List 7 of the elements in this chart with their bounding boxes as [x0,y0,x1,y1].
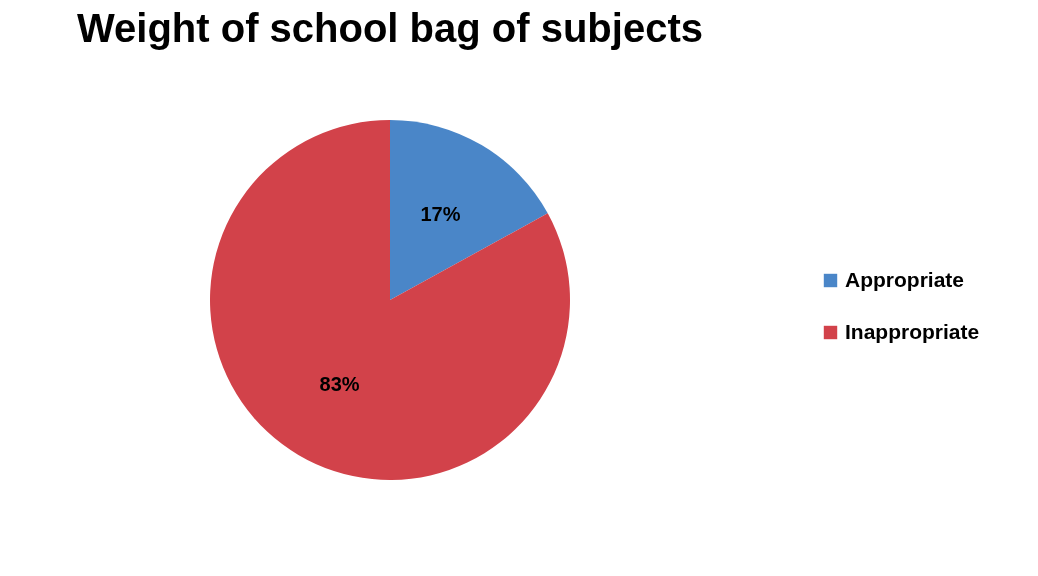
pie-slice [390,120,548,300]
data-label: 83% [319,373,360,396]
pie-slice [210,120,570,480]
legend-label: Appropriate [845,267,965,291]
legend-label: Inappropriate [845,319,980,343]
chart-title: Weight of school bag of subjects [77,6,703,50]
data-label: 17% [420,202,461,225]
